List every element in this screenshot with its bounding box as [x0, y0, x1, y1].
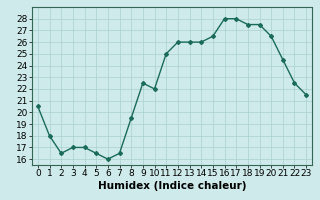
X-axis label: Humidex (Indice chaleur): Humidex (Indice chaleur)	[98, 181, 246, 191]
